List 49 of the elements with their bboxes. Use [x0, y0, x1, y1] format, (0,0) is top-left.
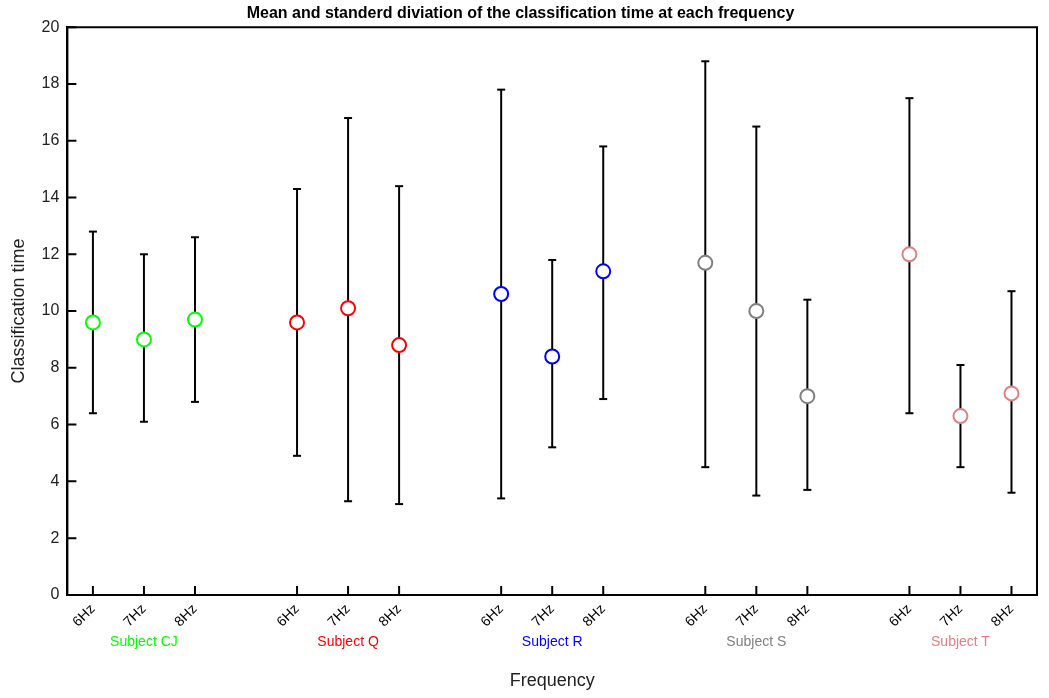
point	[544, 348, 561, 365]
x-tick-label: 6Hz	[681, 600, 711, 630]
y-tick-label: 2	[50, 528, 60, 546]
x-tick-label: 8Hz	[579, 600, 609, 630]
y-tick-label: 14	[41, 187, 60, 205]
y-tick-label: 10	[41, 301, 60, 319]
point	[493, 286, 510, 303]
x-tick-label: 6Hz	[272, 600, 302, 630]
x-tick-label: 8Hz	[375, 600, 404, 630]
y-tick-label: 4	[50, 471, 60, 489]
x-tick-label: 6Hz	[477, 600, 507, 630]
x-tick-label: 8Hz	[987, 600, 1017, 630]
point	[289, 314, 306, 331]
x-tick-label: 6Hz	[885, 600, 915, 630]
y-tick-label: 18	[41, 74, 60, 92]
y-tick-label: 20	[41, 17, 60, 35]
x-axis-title: Frequency	[509, 670, 595, 691]
x-tick-label: 6Hz	[68, 600, 98, 630]
y-tick-label: 6	[50, 415, 60, 433]
y-tick-label: 12	[41, 244, 60, 262]
point	[901, 246, 918, 263]
point	[186, 311, 203, 328]
text: Subject S	[726, 632, 787, 649]
point	[340, 300, 357, 317]
x-tick-label: 7Hz	[732, 600, 762, 630]
y-tick-label: 16	[41, 131, 60, 149]
text: Subject CJ	[110, 632, 178, 649]
point	[748, 303, 765, 320]
x-tick-label: 7Hz	[528, 600, 558, 630]
y-tick-label: 0	[50, 585, 60, 603]
point	[391, 337, 408, 354]
point	[697, 254, 714, 271]
point	[799, 388, 816, 405]
x-tick-label: 7Hz	[936, 600, 966, 630]
x-tick-label: 8Hz	[170, 600, 200, 630]
x-tick-label: 7Hz	[324, 600, 353, 630]
y-tick-label: 8	[50, 358, 60, 376]
point	[595, 263, 612, 280]
point	[135, 331, 152, 348]
y-axis-title: Classification time	[7, 238, 28, 384]
text: Subject R	[521, 632, 583, 649]
point	[84, 314, 101, 331]
x-tick-label: 7Hz	[119, 600, 149, 630]
point	[952, 408, 969, 425]
x-tick-label: 8Hz	[783, 600, 813, 630]
text: Subject T	[931, 632, 991, 649]
chart-title: Mean and standerd diviation of the classification time at each frequency	[246, 4, 795, 22]
text: Subject Q	[317, 632, 379, 649]
point	[1003, 385, 1020, 402]
